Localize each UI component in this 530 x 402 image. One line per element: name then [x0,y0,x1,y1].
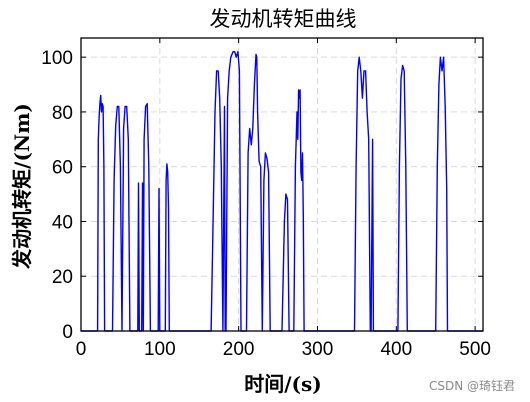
axes-frame [80,37,484,332]
x-tick-label: 500 [459,339,491,360]
y-tick-label: 20 [52,267,73,288]
x-tick-label: 300 [302,339,334,360]
watermark: CSDN @琦钰君 [429,379,515,393]
x-axis-label: 时间/(s) [244,372,322,396]
torque-series-line [81,51,483,332]
y-tick-label: 60 [52,158,73,179]
x-tick-label: 0 [76,339,87,360]
y-tick-label: 80 [52,103,73,124]
plot-series [81,51,483,332]
y-tick-label: 100 [41,48,73,69]
grid-lines [81,38,483,331]
chart-title: 发动机转矩曲线 [210,7,357,31]
y-axis-label: 发动机转矩/(Nm) [10,103,34,270]
x-tick-label: 100 [144,339,176,360]
y-tick-label: 0 [62,322,73,343]
y-tick-label: 40 [52,212,73,233]
x-tick-label: 200 [223,339,255,360]
x-tick-label: 400 [380,339,412,360]
tick-labels: 0 100 200 300 400 500 0 20 40 60 80 100 [41,48,491,360]
